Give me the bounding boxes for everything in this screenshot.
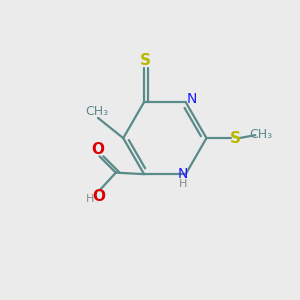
Text: O: O	[92, 142, 104, 157]
Text: CH₃: CH₃	[85, 105, 108, 118]
Text: N: N	[178, 167, 188, 181]
Text: N: N	[187, 92, 197, 106]
Text: H: H	[86, 194, 95, 204]
Text: O: O	[92, 189, 105, 204]
Text: S: S	[140, 53, 151, 68]
Text: H: H	[179, 179, 188, 189]
Text: CH₃: CH₃	[250, 128, 273, 141]
Text: S: S	[230, 130, 241, 146]
